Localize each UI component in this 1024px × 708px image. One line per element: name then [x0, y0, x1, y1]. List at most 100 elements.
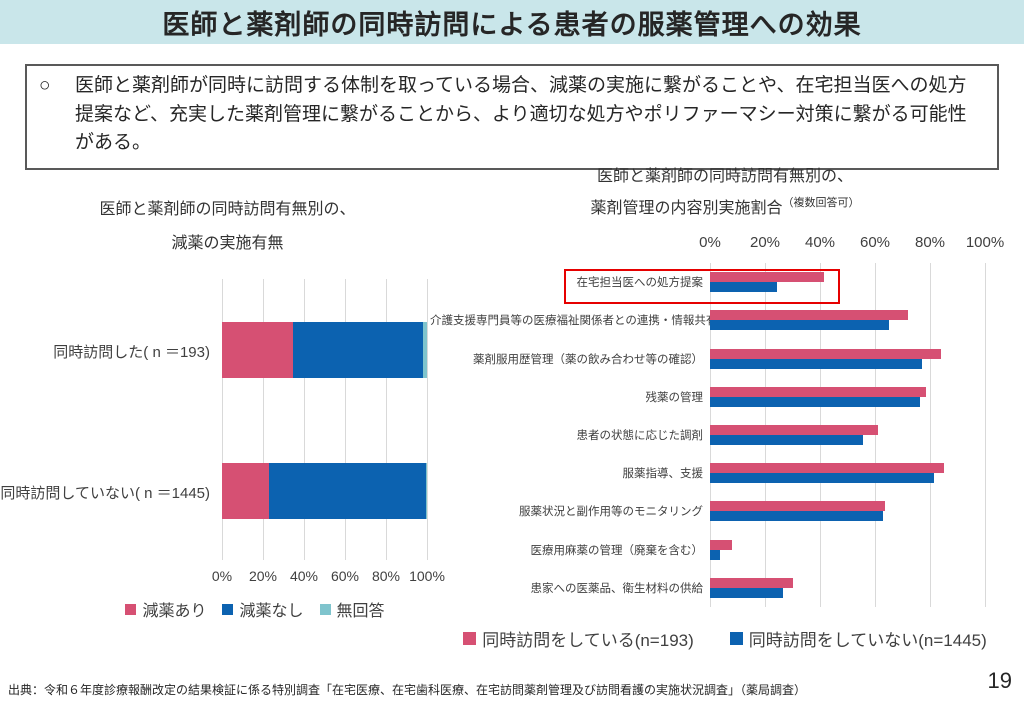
bar-group [710, 348, 985, 369]
legend-item: 同時訪問をしている(n=193) [463, 626, 694, 651]
category-label: 服薬状況と副作用等のモニタリング [519, 506, 703, 519]
gridline [345, 279, 346, 560]
bar-segment [269, 463, 427, 519]
legend-item: 無回答 [319, 597, 385, 621]
gridline [222, 279, 223, 560]
category-label: 服薬指導、支援 [622, 468, 704, 481]
gridline [875, 263, 876, 607]
left-chart-title-line2: 減薬の実施有無 [171, 235, 284, 252]
chart-row: 在宅担当医への処方提案 [430, 263, 985, 301]
bar [710, 272, 825, 283]
left-chart-plot [222, 279, 428, 560]
category-label: 患家への医薬品、衛生材料の供給 [530, 582, 704, 595]
bar [710, 577, 793, 588]
axis-tick: 20% [749, 234, 781, 251]
chart-row: 服薬状況と副作用等のモニタリング [430, 492, 985, 530]
bar [710, 434, 863, 445]
category-label: 同時訪問していない( n ＝1445) [0, 485, 210, 502]
right-chart-legend: 同時訪問をしている(n=193) 同時訪問をしていない(n=1445) [455, 626, 995, 651]
bar-group [710, 463, 985, 484]
right-chart-x-axis: 0% 20% 40% 60% 80% 100% [699, 234, 1004, 252]
right-chart-title-line1: 医師と薬剤師の同時訪問有無別の、 [596, 168, 853, 185]
left-chart-x-axis: 0% 20% 40% 60% 80% 100% [212, 568, 445, 586]
bullet-circle: ○ [39, 75, 51, 96]
chart-row: 医療用麻薬の管理（廃棄を含む） [430, 531, 985, 569]
legend-swatch [729, 632, 743, 645]
chart-row: 服薬指導、支援 [430, 454, 985, 492]
axis-tick: 40% [289, 568, 319, 584]
category-label: 介護支援専門員等の医療福祉関係者との連携・情報共有 [430, 315, 718, 328]
legend-label: 減薬なし [239, 603, 304, 620]
bar [710, 386, 926, 397]
chart-row: 患家への医薬品、衛生材料の供給 [430, 569, 985, 607]
right-chart-title-note: （複数回答可） [782, 197, 860, 209]
bar-group [710, 501, 985, 522]
axis-tick: 40% [804, 234, 836, 251]
bar [710, 358, 922, 369]
legend-item: 同時訪問をしていない(n=1445) [729, 626, 987, 651]
bar-segment [422, 322, 427, 378]
bar [710, 282, 778, 293]
axis-tick: 80% [914, 234, 946, 251]
bar [710, 348, 941, 359]
bar [710, 587, 783, 598]
category-label: 医療用麻薬の管理（廃棄を含む） [530, 544, 704, 557]
bar [710, 320, 889, 331]
legend-swatch [463, 632, 477, 645]
legend-item: 減薬なし [222, 597, 304, 621]
bar-group [710, 539, 985, 560]
bar [710, 310, 908, 321]
bar [710, 396, 921, 407]
bar-group [710, 272, 985, 293]
axis-tick: 60% [859, 234, 891, 251]
category-label: 残薬の管理 [645, 391, 704, 404]
bar [710, 511, 884, 522]
chart-row: 介護支援専門員等の医療福祉関係者との連携・情報共有 [430, 301, 985, 339]
bar-group [710, 386, 985, 407]
axis-tick: 80% [371, 568, 401, 584]
gridline [985, 263, 986, 607]
legend-label: 無回答 [336, 603, 385, 620]
axis-tick: 0% [699, 234, 721, 251]
summary-text: 医師と薬剤師が同時に訪問する体制を取っている場合、減薬の実施に繋がることや、在宅… [75, 75, 967, 153]
bar [710, 501, 885, 512]
axis-tick: 100% [965, 234, 1005, 251]
category-label: 同時訪問した( n ＝193) [53, 344, 210, 361]
left-chart-category-labels: 同時訪問した( n ＝193) 同時訪問していない( n ＝1445) [0, 279, 212, 560]
axis-tick: 20% [248, 568, 278, 584]
bar [710, 424, 878, 435]
legend-label: 同時訪問をしている(n=193) [482, 631, 694, 650]
bar-segment [292, 322, 423, 378]
bar-group [710, 424, 985, 445]
right-chart-rows: 在宅担当医への処方提案介護支援専門員等の医療福祉関係者との連携・情報共有薬剤服用… [430, 263, 985, 607]
axis-tick: 100% [409, 568, 445, 584]
gridline [930, 263, 931, 607]
legend-swatch [319, 603, 331, 615]
chart-row: 残薬の管理 [430, 378, 985, 416]
right-chart-title-line2: 薬剤管理の内容別実施割合（複数回答可） [555, 194, 895, 218]
gridline [263, 279, 264, 560]
legend-swatch [222, 603, 234, 615]
right-chart-title-text: 薬剤管理の内容別実施割合 [590, 200, 783, 217]
axis-tick: 0% [211, 568, 233, 584]
bar-segment [222, 322, 293, 378]
bar [710, 463, 944, 474]
gridline [386, 279, 387, 560]
summary-box: ○ 医師と薬剤師が同時に訪問する体制を取っている場合、減薬の実施に繋がることや、… [25, 64, 999, 170]
bar [710, 473, 935, 484]
bar [710, 539, 732, 550]
page-title: 医師と薬剤師の同時訪問による患者の服薬管理への効果 [162, 9, 862, 40]
category-label: 薬剤服用歴管理（薬の飲み合わせ等の確認） [473, 353, 703, 366]
left-chart-title-line1: 医師と薬剤師の同時訪問有無別の、 [99, 201, 356, 218]
legend-item: 減薬あり [125, 597, 206, 621]
category-label: 患者の状態に応じた調剤 [576, 429, 704, 442]
category-label: 在宅担当医への処方提案 [576, 277, 704, 290]
source-citation: 出典：令和６年度診療報酬改定の結果検証に係る特別調査「在宅医療、在宅歯科医療、在… [8, 683, 807, 697]
page-title-bar: 医師と薬剤師の同時訪問による患者の服薬管理への効果 [0, 0, 1024, 44]
legend-label: 同時訪問をしていない(n=1445) [748, 631, 987, 650]
chart-row: 患者の状態に応じた調剤 [430, 416, 985, 454]
bar [710, 549, 720, 560]
legend-label: 減薬あり [142, 603, 207, 620]
axis-tick: 60% [330, 568, 360, 584]
